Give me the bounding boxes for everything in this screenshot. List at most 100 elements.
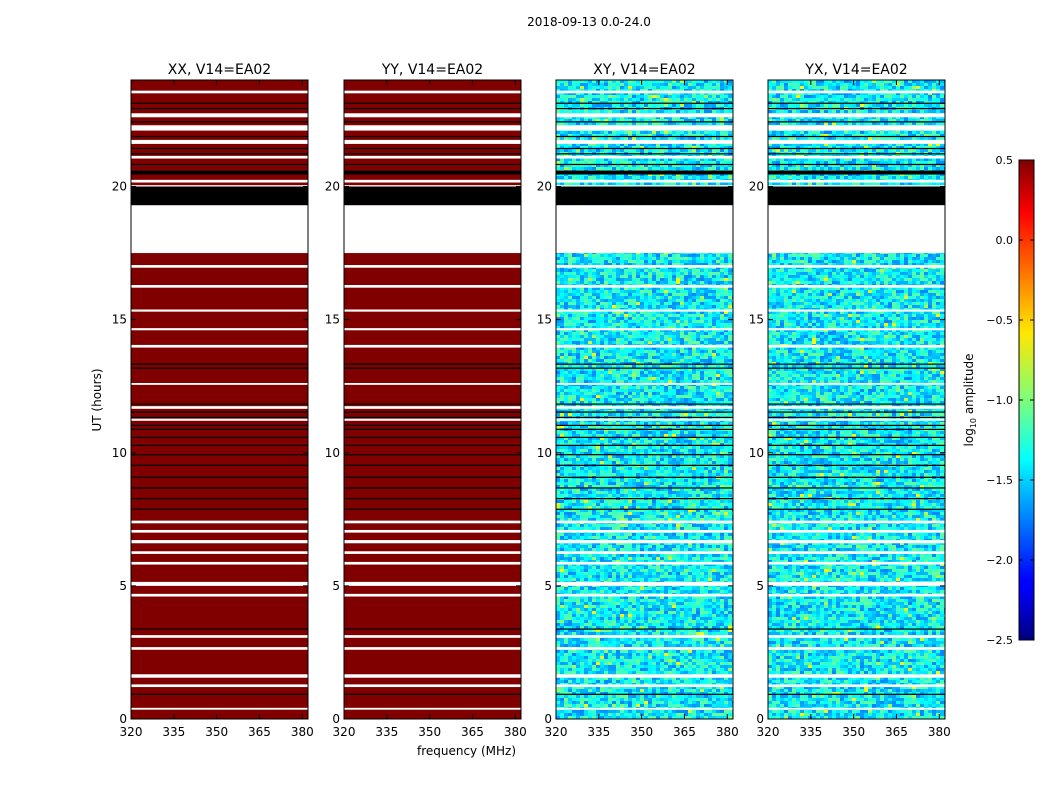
heatmap-cell xyxy=(648,95,652,98)
heatmap-cell xyxy=(588,260,592,263)
heatmap-cell xyxy=(704,143,708,146)
heatmap-cell xyxy=(712,83,716,86)
heatmap-cell xyxy=(652,320,656,323)
heatmap-cell xyxy=(708,332,712,335)
heatmap-cell xyxy=(708,335,712,338)
heatmap-cell xyxy=(596,149,600,152)
heatmap-cell xyxy=(676,149,680,152)
heatmap-cell xyxy=(628,275,632,278)
heatmap-cell xyxy=(624,137,628,140)
heatmap-cell xyxy=(712,299,716,302)
heatmap-cell xyxy=(676,290,680,293)
heatmap-cell xyxy=(684,371,688,374)
heatmap-cell xyxy=(604,323,608,326)
heatmap-cell xyxy=(584,131,588,134)
heatmap-cell xyxy=(728,149,732,152)
heatmap-cell xyxy=(604,122,608,125)
heatmap-cell xyxy=(716,137,720,140)
heatmap-cell xyxy=(608,386,612,389)
heatmap-cell xyxy=(580,110,584,113)
heatmap-cell xyxy=(692,134,696,137)
heatmap-cell xyxy=(620,314,624,317)
heatmap-cell xyxy=(628,359,632,362)
heatmap-cell xyxy=(600,146,604,149)
heatmap-cell xyxy=(696,392,700,395)
heatmap-cell xyxy=(556,260,560,263)
heatmap-cell xyxy=(568,167,572,170)
heatmap-cell xyxy=(608,101,612,104)
heatmap-cell xyxy=(580,260,584,263)
heatmap-cell xyxy=(588,149,592,152)
heatmap-cell xyxy=(708,314,712,317)
heatmap-cell xyxy=(600,158,604,161)
heatmap-cell xyxy=(636,353,640,356)
heatmap-cell xyxy=(632,176,636,179)
heatmap-cell xyxy=(588,143,592,146)
heatmap-cell xyxy=(728,395,732,398)
heatmap-cell xyxy=(696,149,700,152)
heatmap-cell xyxy=(664,257,668,260)
heatmap-cell xyxy=(664,317,668,320)
flagged-band xyxy=(344,382,521,385)
heatmap-cell xyxy=(584,146,588,149)
heatmap-cell xyxy=(632,356,636,359)
heatmap-cell xyxy=(672,149,676,152)
heatmap-cell xyxy=(620,176,624,179)
heatmap-cell xyxy=(616,386,620,389)
heatmap-cell xyxy=(712,164,716,167)
heatmap-cell xyxy=(676,254,680,257)
heatmap-cell xyxy=(656,380,660,383)
heatmap-cell xyxy=(692,101,696,104)
heatmap-cell xyxy=(684,392,688,395)
heatmap-cell xyxy=(672,86,676,89)
heatmap-cell xyxy=(644,146,648,149)
heatmap-cell xyxy=(704,272,708,275)
heatmap-cell xyxy=(712,98,716,101)
heatmap-cell xyxy=(568,86,572,89)
heatmap-cell xyxy=(660,143,664,146)
heatmap-cell xyxy=(728,380,732,383)
heatmap-cell xyxy=(696,257,700,260)
heatmap-cell xyxy=(704,278,708,281)
heatmap-cell xyxy=(584,167,588,170)
flagged-band xyxy=(131,265,308,268)
heatmap-cell xyxy=(696,338,700,341)
heatmap-cell xyxy=(612,374,616,377)
heatmap-cell xyxy=(716,149,720,152)
heatmap-cell xyxy=(684,158,688,161)
heatmap-cell xyxy=(584,293,588,296)
heatmap-cell xyxy=(728,137,732,140)
heatmap-cell xyxy=(672,98,676,101)
heatmap-cell xyxy=(604,305,608,308)
heatmap-cell xyxy=(612,119,616,122)
heatmap-cell xyxy=(596,299,600,302)
heatmap-cell xyxy=(680,167,684,170)
heatmap-cell xyxy=(708,161,712,164)
heatmap-cell xyxy=(676,101,680,104)
heatmap-cell xyxy=(708,290,712,293)
heatmap-cell xyxy=(708,158,712,161)
heatmap-cell xyxy=(576,371,580,374)
heatmap-cell xyxy=(648,290,652,293)
heatmap-cell xyxy=(700,101,704,104)
heatmap-cell xyxy=(724,353,728,356)
heatmap-cell xyxy=(608,395,612,398)
heatmap-cell xyxy=(564,350,568,353)
heatmap-cell xyxy=(720,353,724,356)
heatmap-cell xyxy=(568,119,572,122)
heatmap-cell xyxy=(680,290,684,293)
heatmap-cell xyxy=(588,257,592,260)
heatmap-cell xyxy=(608,95,612,98)
heatmap-cell xyxy=(572,302,576,305)
heatmap-cell xyxy=(564,290,568,293)
heatmap-cell xyxy=(696,278,700,281)
heatmap-cell xyxy=(716,164,720,167)
heatmap-cell xyxy=(608,275,612,278)
heatmap-cell xyxy=(660,272,664,275)
heatmap-cell xyxy=(652,182,656,185)
heatmap-cell xyxy=(564,110,568,113)
heatmap-cell xyxy=(560,338,564,341)
heatmap-cell xyxy=(564,80,568,83)
heatmap-cell xyxy=(652,257,656,260)
heatmap-cell xyxy=(712,116,716,119)
